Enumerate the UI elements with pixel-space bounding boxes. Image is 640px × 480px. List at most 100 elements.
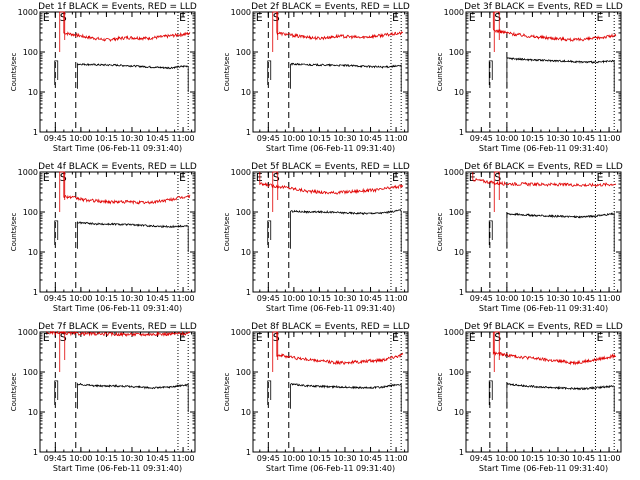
y-tick-label: 100 [23, 48, 38, 57]
plot-frame [39, 331, 196, 453]
marker-label-s: S [494, 11, 501, 24]
x-tick-label: 10:15 [95, 134, 118, 143]
x-axis-label: Start Time (06-Feb-11 09:31:40) [53, 304, 182, 313]
x-tick-label: 10:45 [359, 454, 382, 463]
chart-title: Det 1f BLACK = Events, RED = LLD [38, 2, 197, 12]
x-tick-label: 10:45 [146, 454, 169, 463]
x-tick-label: 10:15 [95, 294, 118, 303]
x-tick-label: 10:30 [333, 134, 356, 143]
chart-panel-3: Det 3f BLACK = Events, RED = LLD 1 10 100 10… [436, 2, 623, 153]
events-spike [54, 380, 59, 405]
x-tick-label: 09:45 [257, 454, 280, 463]
x-tick-label: 10:45 [359, 134, 382, 143]
x-axis-label: Start Time (06-Feb-11 09:31:40) [266, 144, 395, 153]
marker-label-s: S [60, 171, 67, 184]
chart-title: Det 9f BLACK = Events, RED = LLD [464, 322, 623, 332]
marker-label-e: E [596, 171, 603, 184]
x-tick-label: 09:45 [257, 294, 280, 303]
x-tick-label: 10:30 [333, 294, 356, 303]
x-tick-label: 10:15 [308, 294, 331, 303]
lld-series-line [492, 332, 617, 366]
y-tick-label: 100 [23, 208, 38, 217]
y-tick-label: 1000 [231, 8, 251, 17]
x-tick-label: 10:45 [572, 294, 595, 303]
y-tick-label: 1 [459, 288, 464, 297]
chart-title: Det 6f BLACK = Events, RED = LLD [464, 162, 623, 172]
x-axis-label: Start Time (06-Feb-11 09:31:40) [479, 464, 608, 473]
y-tick-label: 100 [449, 208, 464, 217]
chart-panel-4: Det 4f BLACK = Events, RED = LLD 1 10 100 10… [10, 162, 197, 313]
x-tick-label: 10:30 [333, 454, 356, 463]
y-axis-label: Counts/sec [436, 53, 444, 92]
x-tick-label: 10:45 [572, 454, 595, 463]
y-tick-label: 1000 [231, 168, 251, 177]
chart-title: Det 8f BLACK = Events, RED = LLD [251, 322, 410, 332]
plot-frame [252, 11, 409, 133]
lld-series-line [492, 12, 617, 42]
marker-label-e: E [256, 331, 263, 344]
events-spike [488, 380, 493, 405]
marker-label-e: E [43, 331, 50, 344]
plot-frame [465, 331, 622, 453]
x-tick-label: 11:00 [172, 134, 195, 143]
events-spike [488, 220, 493, 245]
x-tick-label: 10:15 [521, 134, 544, 143]
marker-label-e: E [179, 171, 186, 184]
chart-panel-2: Det 2f BLACK = Events, RED = LLD 1 10 100 10… [223, 2, 410, 153]
lld-spike [59, 11, 66, 52]
x-tick-label: 11:00 [598, 294, 621, 303]
x-tick-label: 10:15 [308, 134, 331, 143]
x-tick-label: 10:45 [146, 134, 169, 143]
x-tick-label: 10:00 [282, 134, 305, 143]
lld-series-line [63, 172, 191, 205]
x-tick-label: 10:00 [69, 134, 92, 143]
y-tick-label: 100 [449, 48, 464, 57]
y-tick-label: 1 [33, 448, 38, 457]
chart-title: Det 5f BLACK = Events, RED = LLD [251, 162, 410, 172]
x-tick-label: 11:00 [172, 454, 195, 463]
y-tick-label: 10 [241, 88, 251, 97]
y-tick-label: 1000 [444, 8, 464, 17]
x-tick-label: 09:45 [470, 454, 493, 463]
marker-label-e: E [392, 331, 399, 344]
y-tick-label: 10 [28, 248, 38, 257]
x-tick-label: 10:00 [495, 134, 518, 143]
x-tick-label: 10:15 [95, 454, 118, 463]
x-tick-label: 10:45 [572, 134, 595, 143]
x-axis-label: Start Time (06-Feb-11 09:31:40) [266, 304, 395, 313]
plot-frame [39, 171, 196, 293]
x-tick-label: 10:15 [521, 454, 544, 463]
x-tick-label: 10:00 [495, 294, 518, 303]
events-series-line [506, 382, 615, 412]
y-tick-label: 100 [23, 368, 38, 377]
lld-spike [272, 11, 279, 52]
x-tick-label: 10:45 [359, 294, 382, 303]
x-tick-label: 09:45 [44, 134, 67, 143]
plot-frame [252, 171, 409, 293]
y-tick-label: 1 [33, 128, 38, 137]
lld-series-line [63, 12, 191, 43]
y-tick-label: 10 [454, 248, 464, 257]
y-tick-label: 1000 [231, 328, 251, 337]
marker-label-e: E [392, 11, 399, 24]
lld-series-line [276, 332, 404, 366]
events-series-line [77, 382, 189, 412]
lld-spike [493, 331, 500, 372]
events-spike [54, 220, 59, 245]
x-axis-label: Start Time (06-Feb-11 09:31:40) [53, 144, 182, 153]
lld-spike [493, 11, 500, 52]
marker-label-s: S [494, 171, 501, 184]
x-axis-label: Start Time (06-Feb-11 09:31:40) [479, 144, 608, 153]
x-axis-label: Start Time (06-Feb-11 09:31:40) [479, 304, 608, 313]
chart-panel-9: Det 9f BLACK = Events, RED = LLD 1 10 100 10… [436, 322, 623, 473]
marker-label-e: E [256, 11, 263, 24]
y-tick-label: 1 [246, 288, 251, 297]
marker-label-e: E [179, 11, 186, 24]
x-tick-label: 11:00 [385, 454, 408, 463]
y-tick-label: 1000 [18, 168, 38, 177]
chart-title: Det 2f BLACK = Events, RED = LLD [251, 2, 410, 12]
chart-title: Det 7f BLACK = Events, RED = LLD [38, 322, 197, 332]
events-series-line [77, 62, 189, 92]
lld-series-line [276, 12, 404, 41]
